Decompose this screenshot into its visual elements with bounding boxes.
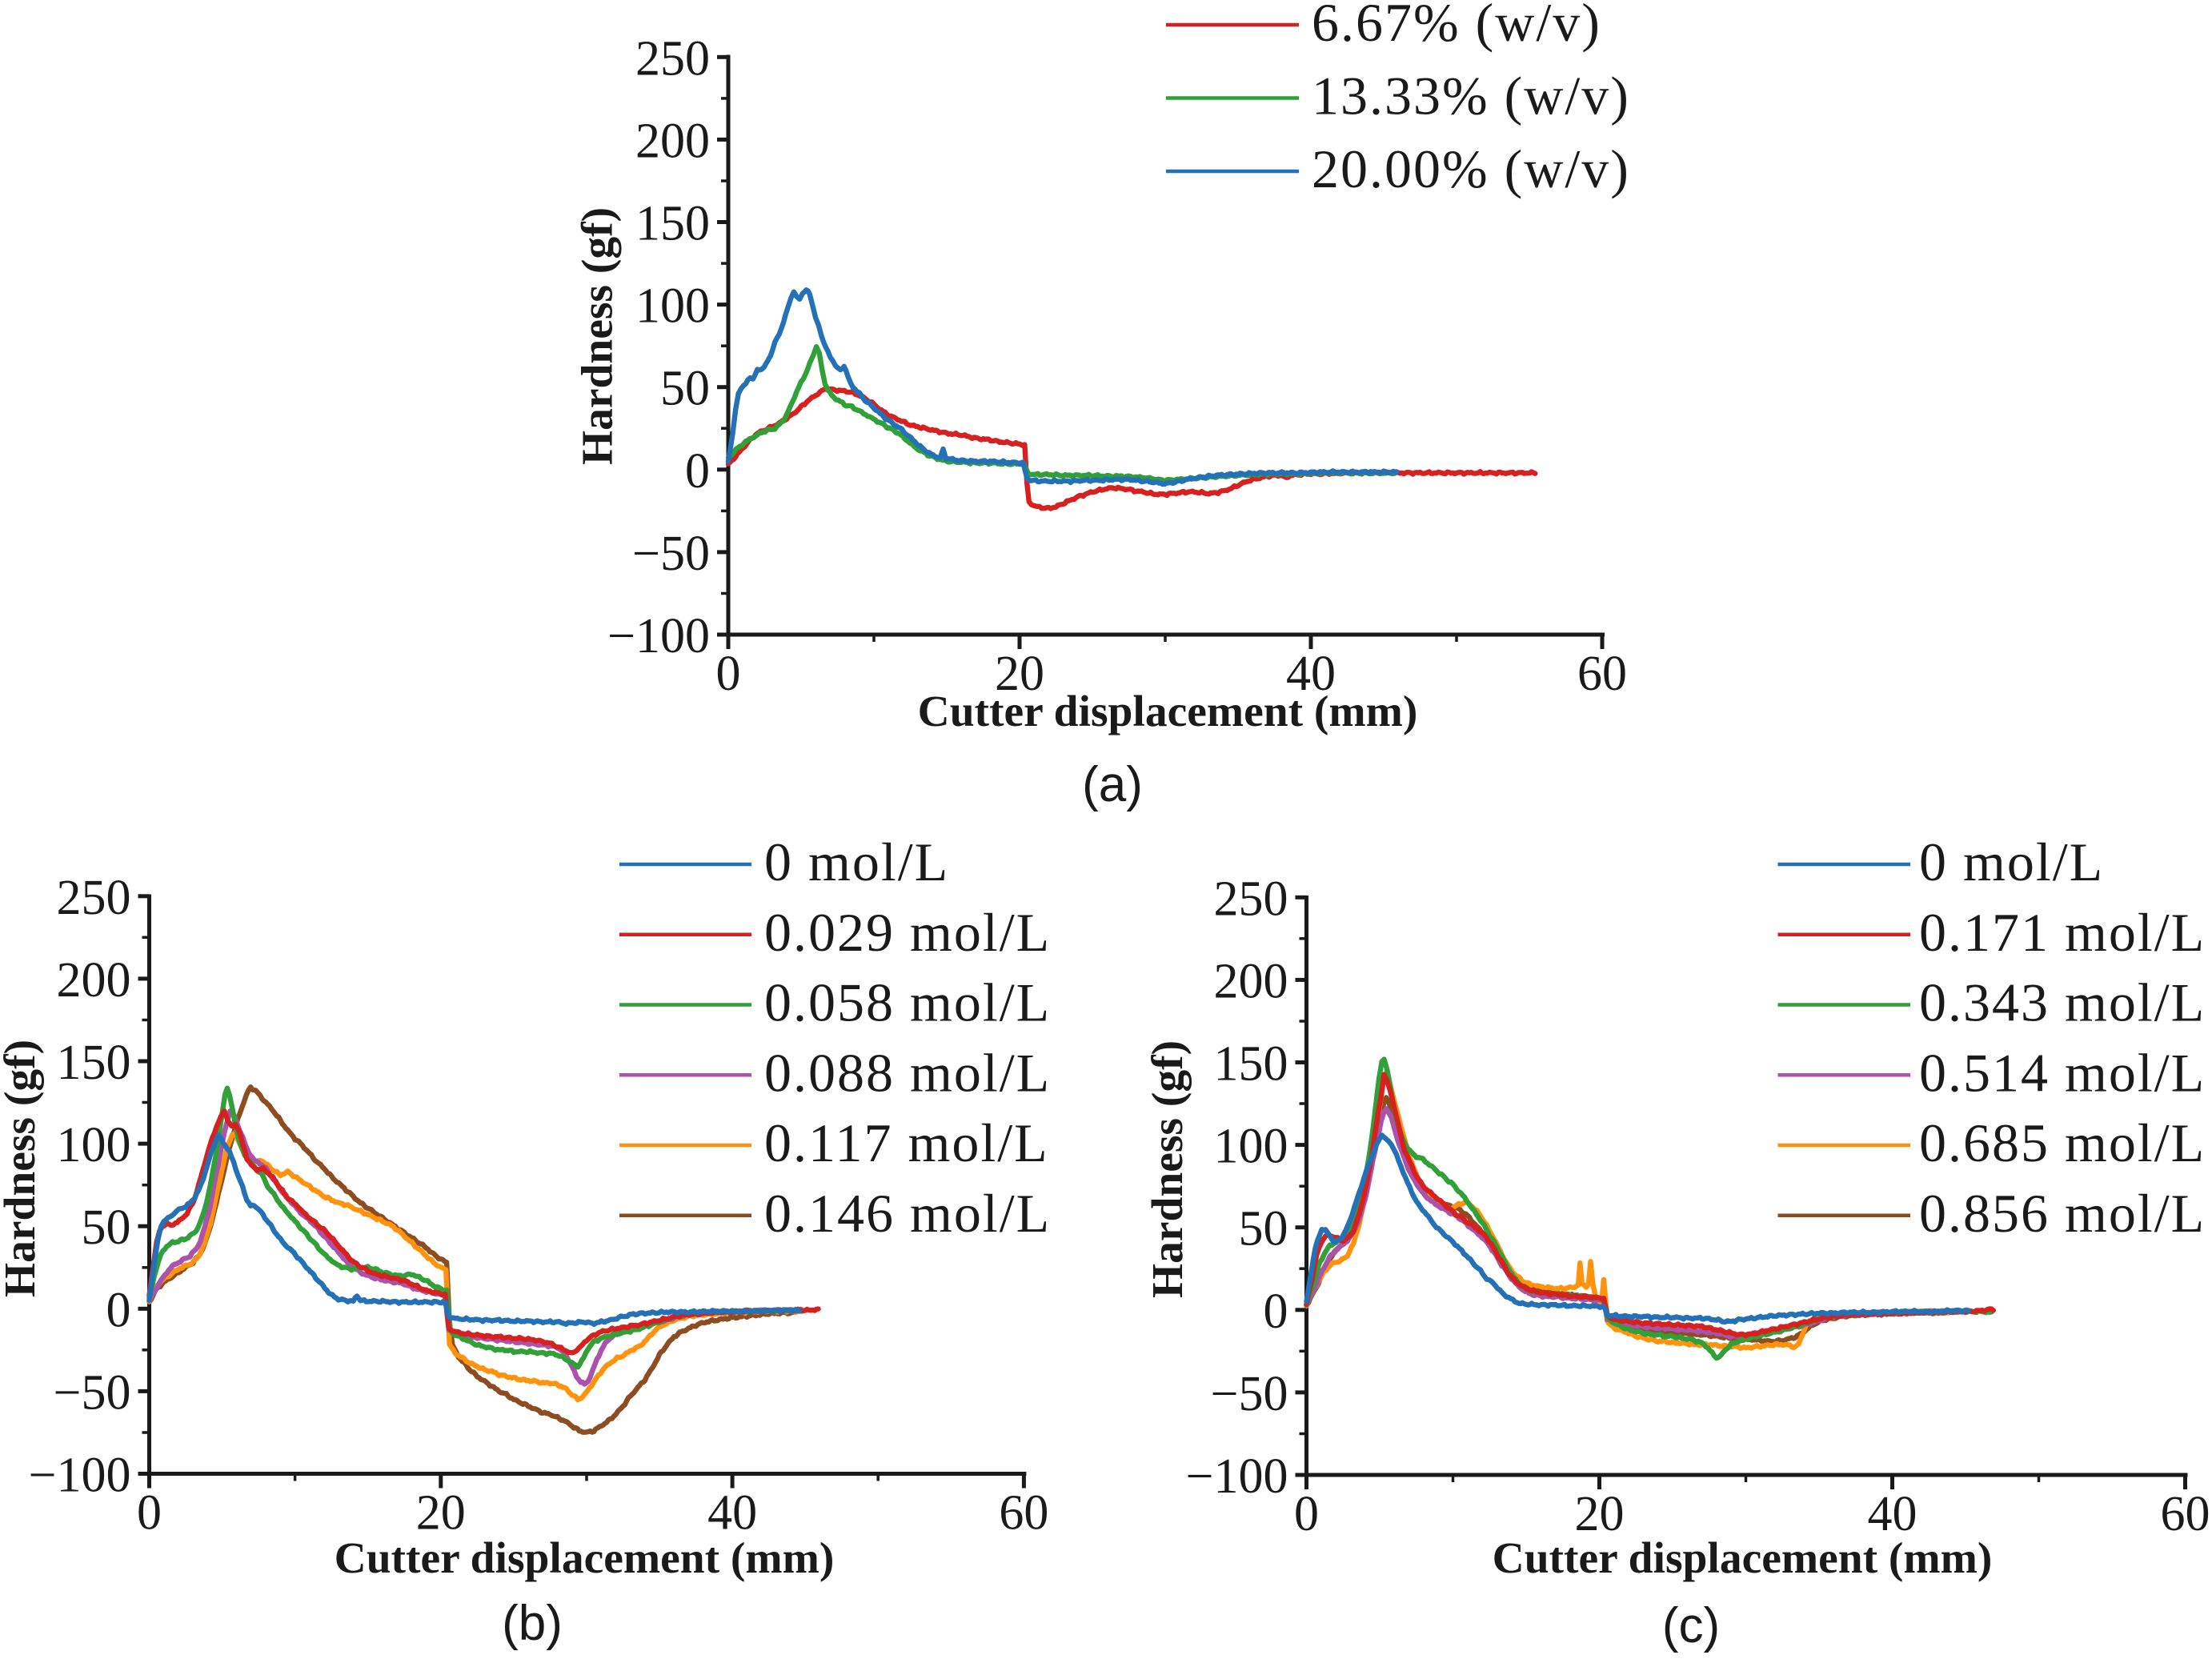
svg-text:0.514 mol/L: 0.514 mol/L (1919, 1042, 2206, 1103)
svg-text:40: 40 (1868, 1487, 1917, 1541)
svg-text:150: 150 (1214, 1037, 1288, 1092)
svg-text:100: 100 (635, 279, 710, 334)
svg-text:0: 0 (137, 1486, 162, 1541)
svg-text:Cutter displacement (mm): Cutter displacement (mm) (1493, 1534, 1993, 1583)
svg-text:−50: −50 (1211, 1367, 1288, 1421)
svg-text:0: 0 (685, 444, 710, 499)
svg-text:0.029 mol/L: 0.029 mol/L (764, 902, 1051, 963)
svg-text:13.33% (w/v): 13.33% (w/v) (1312, 66, 1630, 126)
svg-text:−100: −100 (1186, 1449, 1288, 1504)
svg-text:50: 50 (660, 362, 710, 416)
svg-text:250: 250 (1214, 872, 1288, 926)
svg-text:20: 20 (416, 1486, 466, 1541)
svg-text:0: 0 (716, 647, 741, 701)
svg-text:−50: −50 (632, 527, 710, 581)
svg-text:Hardness (gf): Hardness (gf) (0, 1040, 45, 1297)
svg-text:100: 100 (57, 1118, 131, 1172)
svg-text:0 mol/L: 0 mol/L (1919, 832, 2104, 892)
svg-text:0: 0 (1264, 1284, 1288, 1339)
svg-text:20: 20 (995, 647, 1044, 701)
svg-text:20: 20 (1575, 1487, 1625, 1541)
svg-text:60: 60 (1577, 647, 1627, 701)
svg-text:0.117 mol/L: 0.117 mol/L (764, 1112, 1049, 1173)
svg-text:200: 200 (635, 114, 710, 168)
svg-text:0.088 mol/L: 0.088 mol/L (764, 1042, 1051, 1103)
svg-text:0 mol/L: 0 mol/L (764, 832, 949, 892)
svg-text:0.146 mol/L: 0.146 mol/L (764, 1183, 1051, 1244)
svg-text:6.67% (w/v): 6.67% (w/v) (1312, 0, 1601, 53)
svg-text:200: 200 (1214, 954, 1288, 1008)
svg-text:(a): (a) (1082, 757, 1143, 812)
svg-text:150: 150 (57, 1036, 131, 1090)
svg-text:Hardness (gf): Hardness (gf) (574, 207, 623, 465)
svg-text:−100: −100 (607, 609, 710, 663)
svg-text:Hardness (gf): Hardness (gf) (1144, 1040, 1192, 1298)
svg-text:60: 60 (2161, 1487, 2210, 1541)
svg-text:0.343 mol/L: 0.343 mol/L (1919, 972, 2206, 1033)
svg-text:0: 0 (106, 1283, 131, 1337)
svg-text:250: 250 (57, 871, 131, 925)
svg-text:40: 40 (707, 1486, 757, 1541)
svg-text:20.00% (w/v): 20.00% (w/v) (1312, 138, 1630, 199)
svg-text:Cutter displacement (mm): Cutter displacement (mm) (918, 687, 1418, 736)
svg-text:250: 250 (635, 31, 710, 86)
svg-text:50: 50 (82, 1200, 131, 1255)
svg-text:0.058 mol/L: 0.058 mol/L (764, 972, 1051, 1033)
svg-text:(b): (b) (502, 1596, 563, 1651)
svg-text:150: 150 (635, 197, 710, 251)
svg-text:0.171 mol/L: 0.171 mol/L (1919, 902, 2206, 963)
svg-text:−50: −50 (54, 1365, 131, 1420)
svg-text:(c): (c) (1662, 1598, 1720, 1653)
svg-text:200: 200 (57, 953, 131, 1008)
svg-text:50: 50 (1239, 1202, 1288, 1256)
svg-text:−100: −100 (29, 1449, 131, 1503)
svg-text:Cutter displacement (mm): Cutter displacement (mm) (335, 1534, 835, 1583)
svg-text:60: 60 (999, 1486, 1048, 1541)
svg-text:0.685 mol/L: 0.685 mol/L (1919, 1112, 2206, 1173)
svg-text:40: 40 (1286, 647, 1336, 701)
svg-text:0: 0 (1294, 1487, 1319, 1541)
svg-text:0.856 mol/L: 0.856 mol/L (1919, 1183, 2206, 1244)
svg-text:100: 100 (1214, 1120, 1288, 1174)
